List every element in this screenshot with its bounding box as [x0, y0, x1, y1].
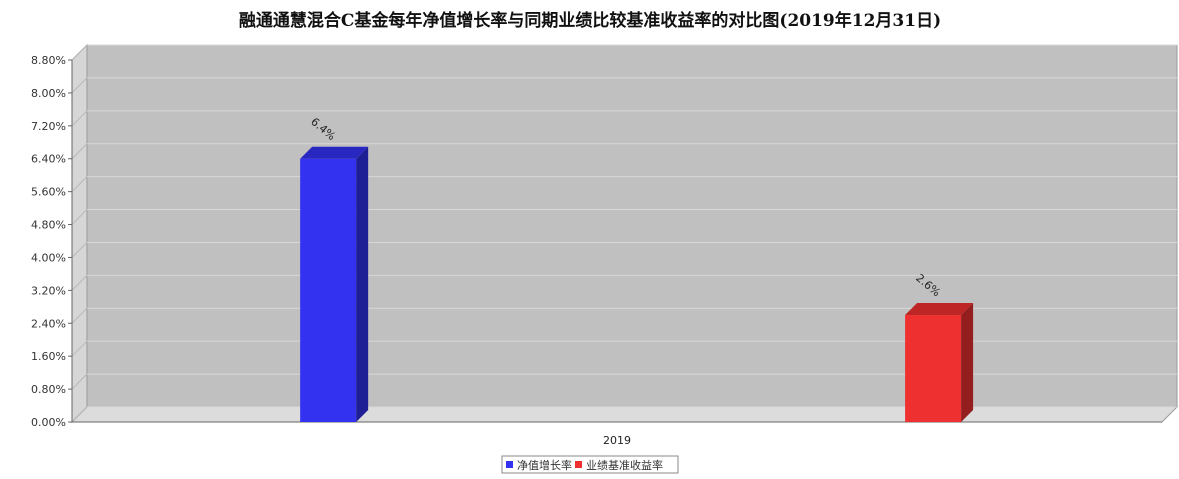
y-tick-label: 7.20%: [31, 120, 66, 133]
y-tick-label: 6.40%: [31, 153, 66, 166]
y-tick-label: 8.00%: [31, 87, 66, 100]
legend: 净值增长率 业绩基准收益率: [501, 455, 679, 474]
y-tick-label: 4.00%: [31, 251, 66, 264]
y-tick-label: 4.80%: [31, 219, 66, 232]
gridline-side: [71, 340, 88, 357]
y-tick-label: 5.60%: [31, 186, 66, 199]
legend-label: 业绩基准收益率: [586, 458, 663, 472]
plot-back-wall: [86, 44, 1178, 408]
chart-title: 融通通慧混合C基金每年净值增长率与同期业绩比较基准收益率的对比图(2019年12…: [239, 10, 941, 31]
bar-front: [905, 315, 962, 422]
gridline-side: [71, 209, 88, 225]
legend-label: 净值增长率: [517, 458, 572, 472]
legend-box: [501, 455, 679, 474]
plot-side-wall: [71, 43, 88, 424]
plot-floor: [70, 406, 1179, 423]
y-tick-label: 0.80%: [31, 383, 66, 396]
gridline-side: [71, 77, 88, 94]
gridline-side: [71, 176, 88, 192]
bar-front: [300, 158, 357, 422]
y-tick-label: 3.20%: [31, 284, 66, 297]
gridline-side: [71, 143, 88, 160]
y-tick-label: 1.60%: [31, 350, 66, 363]
y-tick-label: 8.80%: [31, 54, 66, 67]
plot-area: 0.00% 0.80% 1.60% 2.40% 3.20% 4.00% 4.80% 5.60%…: [31, 43, 1179, 447]
bar-top: [905, 303, 974, 316]
bar-top: [300, 146, 369, 159]
y-tick-label: 0.00%: [31, 416, 66, 429]
gridline-side: [71, 406, 88, 423]
gridline-side: [71, 275, 88, 291]
bar-benchmark: 2.6%: [905, 271, 974, 422]
x-category-label: 2019: [603, 434, 631, 447]
y-tick-label: 2.40%: [31, 317, 66, 330]
gridline-side: [71, 373, 88, 390]
gridline-side: [71, 307, 88, 324]
gridline-side: [71, 44, 88, 61]
bar-side: [356, 146, 369, 422]
gridline-side: [71, 242, 88, 258]
legend-swatch: [506, 461, 513, 468]
bar-nav-growth: 6.4%: [300, 115, 369, 422]
gridline-side: [71, 110, 88, 127]
legend-swatch: [575, 461, 582, 468]
bar-side: [961, 303, 974, 422]
